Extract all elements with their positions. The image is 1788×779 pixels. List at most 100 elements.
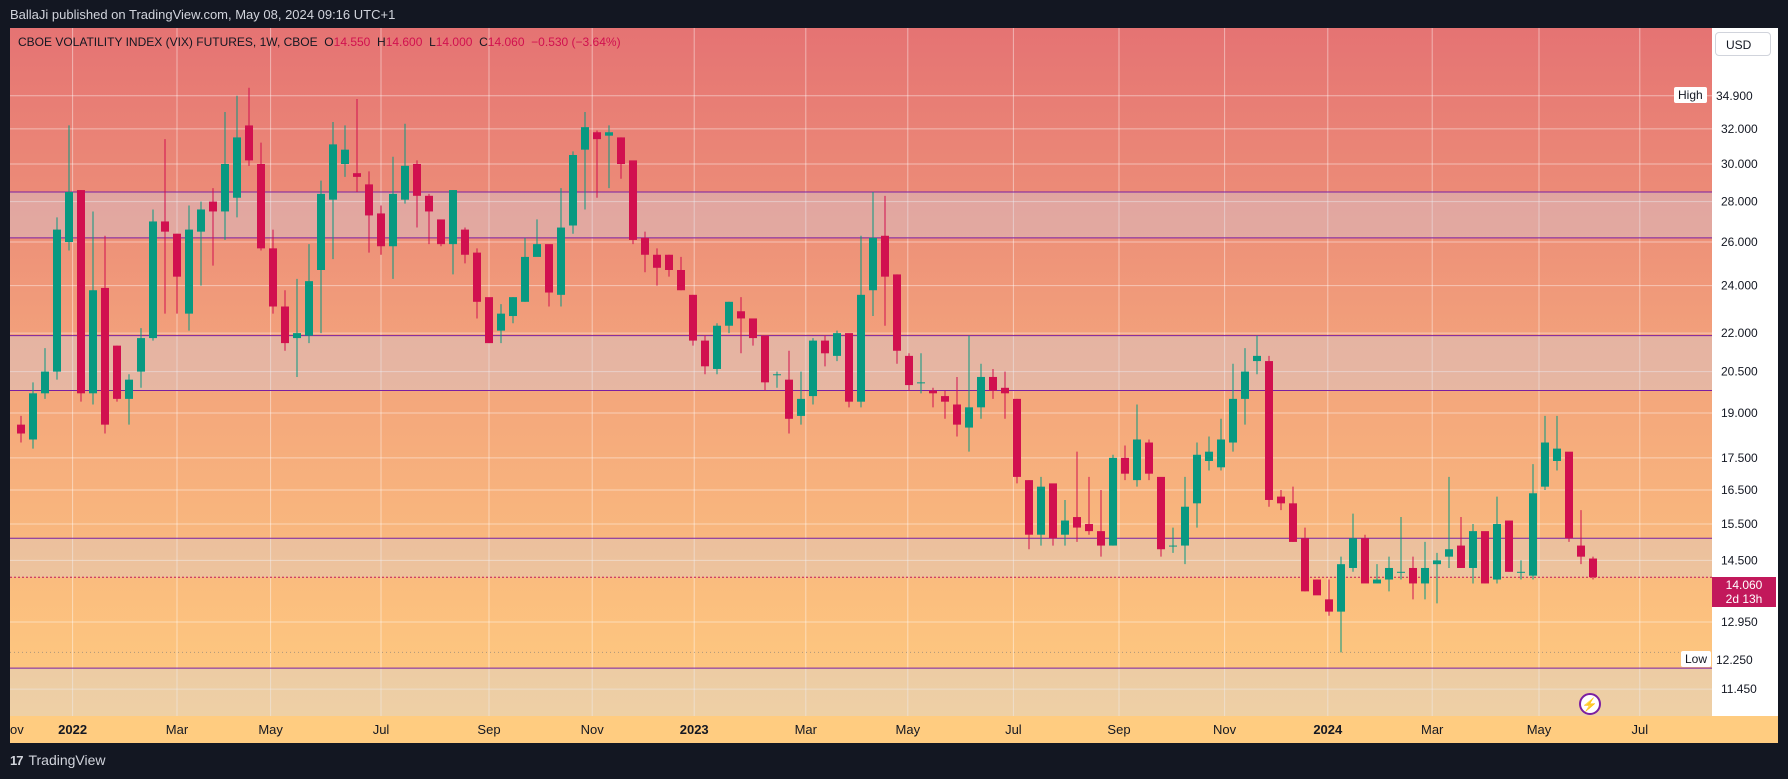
candle — [329, 122, 337, 260]
candle — [65, 125, 73, 251]
candle-body — [1157, 476, 1165, 550]
candle — [581, 112, 589, 210]
candle — [305, 244, 313, 344]
candle-body — [569, 154, 577, 226]
time-axis: ov 2022 Mar May Jul Sep Nov 2023 Mar May Jul Sep Nov… — [10, 722, 1648, 737]
candle — [1517, 560, 1525, 580]
candle-body — [125, 379, 133, 399]
candle-body — [1421, 567, 1429, 584]
price-tick-label: 26.000 — [1721, 235, 1758, 249]
candle-body — [989, 376, 997, 391]
time-tick-label: May — [1527, 722, 1552, 737]
candle-body — [1397, 571, 1405, 573]
time-tick-label: Mar — [166, 722, 189, 737]
candle-body — [329, 144, 337, 200]
candle — [1025, 480, 1033, 550]
candle-body — [1541, 442, 1549, 487]
candle — [977, 363, 985, 419]
candle-body — [929, 390, 937, 394]
candle-body — [821, 340, 829, 354]
candle — [1541, 415, 1549, 490]
candle-body — [149, 221, 157, 339]
candle-body — [209, 201, 217, 212]
price-tick-label: 32.000 — [1721, 122, 1758, 136]
candle — [233, 95, 241, 218]
candle — [1457, 517, 1465, 568]
candle — [1337, 556, 1345, 653]
candle-body — [965, 407, 973, 428]
currency-button[interactable]: USD — [1715, 32, 1771, 56]
candle-body — [509, 297, 517, 317]
candle — [1217, 418, 1225, 471]
candle-body — [809, 340, 817, 397]
candle — [221, 112, 229, 240]
candle-body — [1349, 538, 1357, 568]
candle — [1577, 510, 1585, 565]
time-axis-background — [10, 716, 1778, 743]
candle — [641, 231, 649, 273]
candle-body — [893, 274, 901, 351]
candle-body — [617, 137, 625, 165]
candle — [425, 193, 433, 245]
candle-body — [1325, 599, 1333, 612]
price-tick-label: 16.500 — [1721, 483, 1758, 497]
candle — [1529, 464, 1537, 580]
candle-body — [1121, 457, 1129, 474]
candle — [1481, 531, 1489, 584]
time-tick-label: Jul — [373, 722, 390, 737]
candle-body — [797, 398, 805, 416]
candle — [1373, 564, 1381, 584]
candle-body — [1277, 496, 1285, 504]
candle — [377, 205, 385, 255]
candle — [785, 350, 793, 434]
candle — [1169, 527, 1177, 553]
candle-body — [749, 318, 757, 339]
footer-brand: TradingView — [28, 752, 106, 768]
lightning-icon[interactable]: ⚡ — [1579, 693, 1601, 715]
candle-body — [377, 213, 385, 247]
candle-body — [977, 376, 985, 408]
candle-body — [101, 287, 109, 425]
candle — [605, 125, 613, 189]
tradingview-logo-icon: 17 — [10, 752, 24, 768]
candle-body — [1025, 480, 1033, 535]
candle-body — [1313, 579, 1321, 596]
time-tick-label: Jul — [1005, 722, 1022, 737]
candle — [1433, 552, 1441, 604]
candle-body — [401, 165, 409, 200]
candle-body — [353, 173, 361, 177]
candle-body — [1505, 520, 1513, 572]
candle — [1361, 534, 1369, 584]
candle — [653, 248, 661, 286]
candle — [1049, 483, 1057, 546]
candle — [917, 353, 925, 394]
candle — [1241, 348, 1249, 425]
candle — [485, 297, 493, 344]
candle-body — [833, 333, 841, 356]
candle-body — [1529, 493, 1537, 576]
candle — [353, 98, 361, 192]
candle-body — [1265, 361, 1273, 500]
candle-body — [365, 184, 373, 216]
candle — [1325, 579, 1333, 616]
candle — [1229, 363, 1237, 452]
price-tick-label: 22.000 — [1721, 326, 1758, 340]
candle — [341, 125, 349, 177]
candle — [1277, 489, 1285, 511]
open-value: 14.550 — [333, 35, 371, 49]
candle-body — [1193, 454, 1201, 504]
candle — [773, 371, 781, 388]
candle-body — [917, 382, 925, 384]
candle-body — [1577, 545, 1585, 557]
candle — [113, 345, 121, 402]
grid — [10, 28, 1712, 716]
candle-body — [137, 338, 145, 372]
candle — [593, 130, 601, 198]
candle-body — [1469, 531, 1477, 568]
candle-body — [1205, 451, 1213, 462]
symbol-legend: CBOE VOLATILITY INDEX (VIX) FUTURES, 1W,… — [18, 35, 621, 49]
candle-body — [1145, 442, 1153, 474]
candle-body — [317, 193, 325, 270]
candle-body — [1097, 531, 1105, 546]
